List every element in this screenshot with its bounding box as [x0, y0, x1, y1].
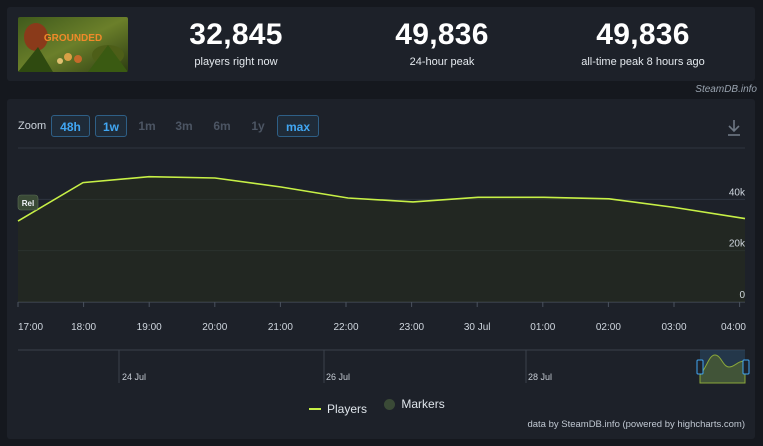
peak-24h-label: 24-hour peak: [409, 56, 475, 68]
game-logo-text: GROUNDED: [44, 33, 102, 44]
x-tick-label: 20:00: [202, 322, 227, 333]
x-tick-label: 01:00: [530, 322, 555, 333]
navigator-right-handle[interactable]: [742, 359, 750, 375]
players-line-icon: [309, 407, 321, 410]
chart-legend: Players Markers: [309, 397, 459, 416]
release-marker[interactable]: Rel: [17, 194, 39, 211]
x-tick-label: 30 Jul: [464, 322, 491, 333]
navigator[interactable]: 24 Jul 26 Jul 28 Jul: [18, 349, 750, 384]
alltime-peak-label: all-time peak 8 hours ago: [581, 56, 705, 68]
x-tick-label: 18:00: [71, 322, 96, 333]
navigator-label-26-jul: 26 Jul: [326, 372, 350, 382]
x-tick-label: 03:00: [661, 322, 686, 333]
game-thumbnail[interactable]: GROUNDED: [18, 17, 128, 72]
download-icon[interactable]: [726, 119, 742, 137]
stat-24h-peak: 49,836 24-hour peak: [352, 18, 532, 69]
alltime-peak-value: 49,836: [596, 18, 690, 51]
x-tick-label: 04:00: [721, 322, 746, 333]
x-tick-label: 22:00: [333, 322, 358, 333]
zoom-48h-button[interactable]: 48h: [51, 115, 90, 137]
peak-24h-value: 49,836: [395, 18, 489, 51]
release-marker-box: [17, 194, 39, 211]
legend-players-label: Players: [327, 401, 368, 416]
y-tick-label: 40k: [729, 187, 746, 198]
zoom-1m-button[interactable]: 1m: [138, 119, 156, 133]
current-players-value: 32,845: [189, 18, 283, 51]
zoom-1w-button[interactable]: 1w: [95, 115, 127, 137]
players-area: [18, 176, 745, 302]
legend-item-players[interactable]: Players: [309, 402, 367, 416]
y-tick-label: 20k: [729, 239, 746, 250]
navigator-label-28-jul: 28 Jul: [528, 372, 552, 382]
zoom-6m-button[interactable]: 6m: [213, 119, 231, 133]
y-tick-label: 0: [739, 290, 745, 301]
legend-item-markers[interactable]: Markers: [384, 397, 445, 411]
zoom-label: Zoom: [18, 120, 47, 132]
release-marker-label: Rel: [22, 199, 34, 208]
stat-current: 32,845 players right now: [146, 18, 326, 69]
player-count-chart[interactable]: 0 20k 40k 17:00 18:00 19:00 20:00 21:00 22:00 23…: [7, 99, 755, 439]
legend-markers-label: Markers: [401, 397, 445, 411]
x-tick-label: 17:00: [18, 322, 43, 333]
zoom-3m-button[interactable]: 3m: [175, 119, 193, 133]
x-tick-label: 19:00: [137, 322, 162, 333]
highcharts-credit[interactable]: data by SteamDB.info (powered by highcha…: [527, 419, 745, 430]
stat-alltime-peak: 49,836 all-time peak 8 hours ago: [553, 18, 733, 69]
navigator-series: [699, 354, 746, 384]
chart-panel: Zoom 48h 1w 1m 3m 6m 1y max 0 20k 40k 17:0…: [7, 99, 755, 439]
steamdb-credit[interactable]: SteamDB.info: [695, 84, 757, 95]
markers-dot-icon: [384, 398, 396, 410]
zoom-1y-button[interactable]: 1y: [251, 119, 265, 133]
zoom-max-button[interactable]: max: [277, 115, 319, 137]
x-tick-label: 23:00: [399, 322, 424, 333]
x-tick-label: 02:00: [596, 322, 621, 333]
players-series-line[interactable]: [17, 175, 746, 222]
current-players-label: players right now: [194, 56, 278, 68]
x-tick-label: 21:00: [268, 322, 293, 333]
navigator-left-handle[interactable]: [696, 359, 704, 375]
navigator-label-24-jul: 24 Jul: [122, 372, 146, 382]
stats-bar: GROUNDED 32,845 players right now 49,836…: [7, 7, 755, 81]
